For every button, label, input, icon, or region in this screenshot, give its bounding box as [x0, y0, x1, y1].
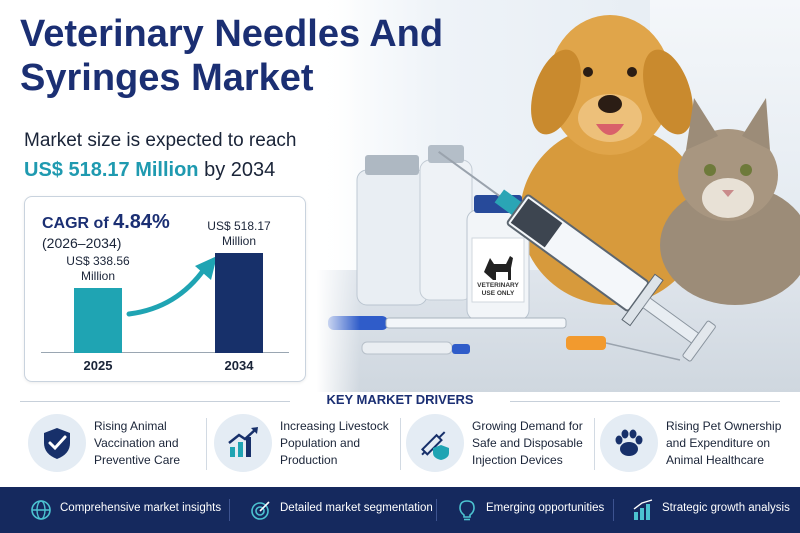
- globe-icon: [31, 500, 51, 520]
- footer-label: Comprehensive market insights: [60, 502, 222, 514]
- driver-pet-ownership: Rising Pet Ownership and Expenditure on …: [600, 412, 790, 476]
- paw-icon: [600, 414, 658, 472]
- driver-label: Increasing Livestock Population and Prod…: [280, 419, 389, 467]
- cat-illustration: [660, 98, 800, 305]
- footer-label: Strategic growth analysis: [662, 502, 790, 514]
- driver-separator: [206, 418, 207, 470]
- shield-check-icon: [28, 414, 86, 472]
- bar-value-label: US$ 518.17 Million: [207, 219, 271, 248]
- syringe-shield-icon: [406, 414, 464, 472]
- cagr-value: 4.84%: [113, 211, 170, 233]
- page-title: Veterinary Needles And Syringes Market: [20, 13, 444, 99]
- footer-separator: [613, 499, 614, 521]
- cagr-period: (2026–2034): [42, 235, 122, 251]
- drivers-heading: KEY MARKET DRIVERS: [326, 392, 474, 407]
- drivers-divider-right: [510, 401, 780, 402]
- footer-item-opportunities: Emerging opportunities: [456, 487, 616, 533]
- footer-separator: [436, 499, 437, 521]
- driver-separator: [400, 418, 401, 470]
- footer-item-growth: Strategic growth analysis: [632, 487, 792, 533]
- bar-value-label: US$ 338.56 Million: [66, 254, 130, 283]
- syringe-illustration: [438, 151, 716, 362]
- chart-bar-2034: [215, 253, 263, 353]
- bar-category-label: 2034: [224, 358, 254, 373]
- footer-label: Emerging opportunities: [486, 502, 605, 514]
- market-size-chart: CAGR of 4.84% (2026–2034) US$ 338.56 Mil…: [24, 196, 306, 382]
- footer-bar: Comprehensive market insights Detailed m…: [0, 487, 800, 533]
- vials-illustration: [356, 145, 530, 321]
- driver-label: Growing Demand for Safe and Disposable I…: [472, 419, 583, 467]
- lightbulb-icon: [459, 500, 475, 521]
- driver-label: Rising Animal Vaccination and Preventive…: [94, 419, 181, 467]
- driver-vaccination: Rising Animal Vaccination and Preventive…: [28, 412, 208, 476]
- footer-item-segmentation: Detailed market segmentation: [250, 487, 440, 533]
- cagr-line: CAGR of 4.84%: [42, 211, 170, 234]
- chart-baseline: [41, 352, 289, 353]
- market-size-line: US$ 518.17 Million by 2034: [24, 156, 275, 184]
- footer-separator: [229, 499, 230, 521]
- market-subtitle: Market size is expected to reach: [24, 130, 297, 151]
- driver-label: Rising Pet Ownership and Expenditure on …: [666, 419, 782, 467]
- chart-bar-2025: [74, 288, 122, 353]
- driver-safe-injection: Growing Demand for Safe and Disposable I…: [406, 412, 596, 476]
- growth-arrow-icon: [126, 256, 217, 317]
- bar-chart-icon: [633, 499, 653, 520]
- driver-separator: [594, 418, 595, 470]
- drivers-divider-left: [20, 401, 290, 402]
- footer-item-insights: Comprehensive market insights: [30, 487, 230, 533]
- growth-chart-icon: [214, 414, 272, 472]
- driver-livestock: Increasing Livestock Population and Prod…: [214, 412, 404, 476]
- bar-category-label: 2025: [83, 358, 113, 373]
- target-icon: [251, 501, 270, 520]
- pets-illustration: [328, 15, 800, 362]
- footer-label: Detailed market segmentation: [280, 502, 433, 514]
- market-size-year: by 2034: [204, 159, 276, 181]
- market-size-amount: US$ 518.17 Million: [24, 159, 199, 181]
- cagr-prefix: CAGR of: [42, 215, 109, 232]
- vial-label: VETERINARY USE ONLY: [477, 282, 519, 297]
